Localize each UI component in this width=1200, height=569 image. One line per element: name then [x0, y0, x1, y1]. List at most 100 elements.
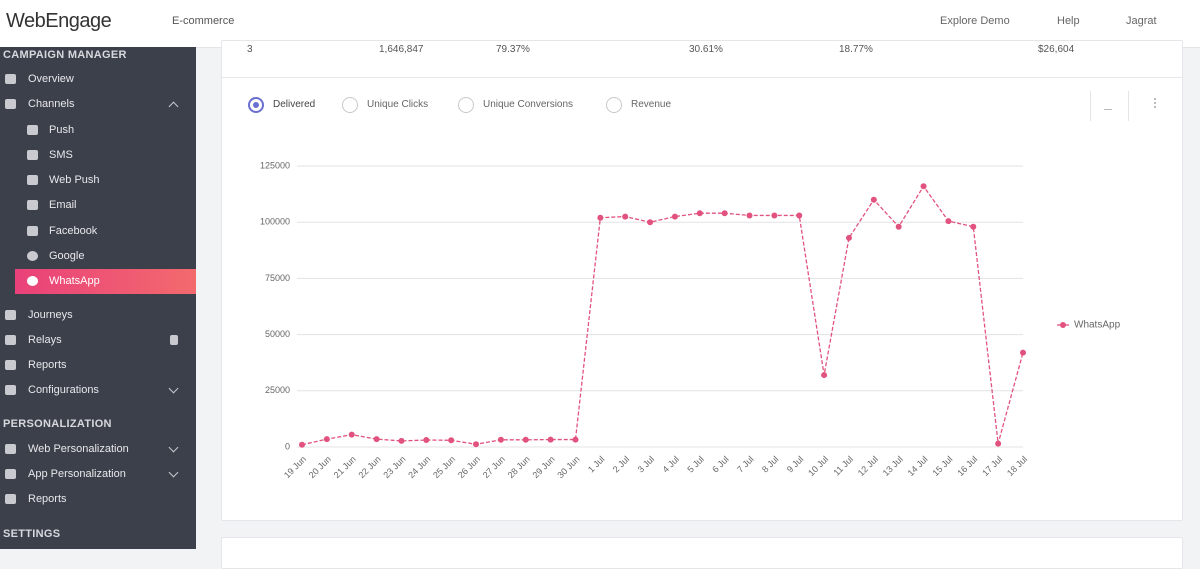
nav-item[interactable]: Push	[49, 124, 75, 136]
nav-item[interactable]: Google	[49, 250, 85, 262]
download-icon[interactable]	[1104, 99, 1112, 110]
point	[845, 234, 852, 241]
card	[221, 537, 1183, 569]
point	[671, 213, 678, 220]
nav-item[interactable]: Web Push	[49, 174, 100, 186]
point	[473, 441, 480, 448]
nav-item[interactable]: Email	[49, 199, 77, 211]
sidebar: CAMPAIGN MANAGER Overview Channels Push …	[0, 47, 196, 549]
x-tick-label: 27 Jun	[481, 454, 507, 480]
legend-marker	[1060, 322, 1066, 328]
legend-label: WhatsApp	[1074, 320, 1121, 331]
nav-link[interactable]: Explore Demo	[940, 15, 1010, 27]
logo[interactable]: WebEngage	[6, 10, 112, 32]
x-tick-label: 17 Jul	[980, 454, 1004, 478]
point	[895, 223, 902, 230]
x-tick-label: 28 Jun	[506, 454, 532, 480]
tab[interactable]: Unique Clicks	[367, 99, 429, 110]
point	[970, 223, 977, 230]
nav-item[interactable]: SMS	[49, 149, 73, 161]
nav-item[interactable]: Reports	[28, 493, 67, 505]
x-tick-label: 14 Jul	[906, 454, 930, 478]
x-tick-label: 13 Jul	[881, 454, 905, 478]
nav-item[interactable]: Journeys	[28, 309, 73, 321]
x-tick-label: 11 Jul	[831, 454, 855, 478]
table-cell: 79.37%	[496, 44, 530, 55]
x-tick-label: 4 Jul	[661, 454, 682, 475]
tab[interactable]: Unique Conversions	[483, 99, 574, 110]
section-title: PERSONALIZATION	[3, 418, 112, 430]
table-cell: $26,604	[1038, 44, 1075, 55]
nav-item[interactable]: Reports	[28, 359, 67, 371]
x-tick-label: 18 Jul	[1005, 454, 1029, 478]
x-tick-label: 24 Jun	[406, 454, 432, 480]
line	[301, 185, 1024, 446]
point	[647, 219, 654, 226]
point	[821, 372, 828, 379]
chart-card: 3 1,646,847 79.37% 30.61% 18.77% $26,604…	[221, 40, 1183, 521]
point	[746, 212, 753, 219]
x-tick-label: 16 Jul	[955, 454, 979, 478]
x-tick-label: 8 Jul	[760, 454, 781, 475]
x-tick-label: 19 Jun	[282, 454, 308, 480]
nav-item[interactable]: Facebook	[49, 225, 98, 237]
tab[interactable]: Revenue	[631, 99, 672, 110]
point	[796, 212, 803, 219]
x-tick-label: 20 Jun	[307, 454, 333, 480]
radio[interactable]	[248, 97, 264, 113]
x-tick-label: 9 Jul	[785, 454, 806, 475]
y-tick-label: 75000	[265, 273, 290, 283]
nav-item[interactable]: Configurations	[28, 384, 99, 396]
point	[547, 436, 554, 443]
nav-item[interactable]: Relays	[28, 334, 62, 346]
x-tick-label: 22 Jun	[356, 454, 382, 480]
y-tick-label: 100000	[260, 217, 290, 227]
point	[522, 436, 529, 443]
divider	[1128, 91, 1129, 121]
x-tick-label: 25 Jun	[431, 454, 457, 480]
x-tick-label: 30 Jun	[555, 454, 581, 480]
table-cell: 30.61%	[689, 44, 723, 55]
x-tick-label: 26 Jun	[456, 454, 482, 480]
point	[373, 436, 380, 443]
section-title: SETTINGS	[3, 528, 61, 540]
x-tick-label: 7 Jul	[735, 454, 756, 475]
y-tick-label: 0	[285, 441, 290, 451]
project-select[interactable]: E-commerce	[172, 15, 235, 27]
nav-link[interactable]: Help	[1057, 15, 1080, 27]
point	[870, 196, 877, 203]
table-cell: 18.77%	[839, 44, 873, 55]
point	[323, 436, 330, 443]
y-tick-label: 50000	[265, 329, 290, 339]
x-tick-label: 29 Jun	[531, 454, 557, 480]
radio[interactable]	[342, 97, 358, 113]
nav-item[interactable]: Web Personalization	[28, 443, 129, 455]
x-tick-label: 5 Jul	[685, 454, 706, 475]
table-cell: 3	[247, 44, 253, 55]
nav-item[interactable]: App Personalization	[28, 468, 126, 480]
nav-item[interactable]: Overview	[28, 73, 74, 85]
x-tick-label: 6 Jul	[710, 454, 731, 475]
x-tick-label: 3 Jul	[636, 454, 657, 475]
x-tick-label: 12 Jul	[856, 454, 880, 478]
y-tick-label: 125000	[260, 160, 290, 170]
point	[721, 210, 728, 217]
divider	[1090, 91, 1091, 121]
radio[interactable]	[606, 97, 622, 113]
x-tick-label: 2 Jul	[611, 454, 632, 475]
x-tick-label: 1 Jul	[586, 454, 607, 475]
tab[interactable]: Delivered	[273, 99, 316, 110]
y-tick-label: 25000	[265, 385, 290, 395]
point	[398, 437, 405, 444]
menu-icon[interactable]	[1154, 98, 1156, 100]
point	[1020, 349, 1026, 356]
nav-item[interactable]: Channels	[28, 98, 75, 110]
nav-link[interactable]: Jagrat	[1126, 15, 1157, 27]
x-tick-label: 21 Jun	[332, 454, 358, 480]
nav-item-active[interactable]: WhatsApp	[49, 275, 100, 287]
radio[interactable]	[458, 97, 474, 113]
x-tick-label: 10 Jul	[806, 454, 830, 478]
table-cell: 1,646,847	[379, 44, 424, 55]
point	[597, 214, 604, 221]
